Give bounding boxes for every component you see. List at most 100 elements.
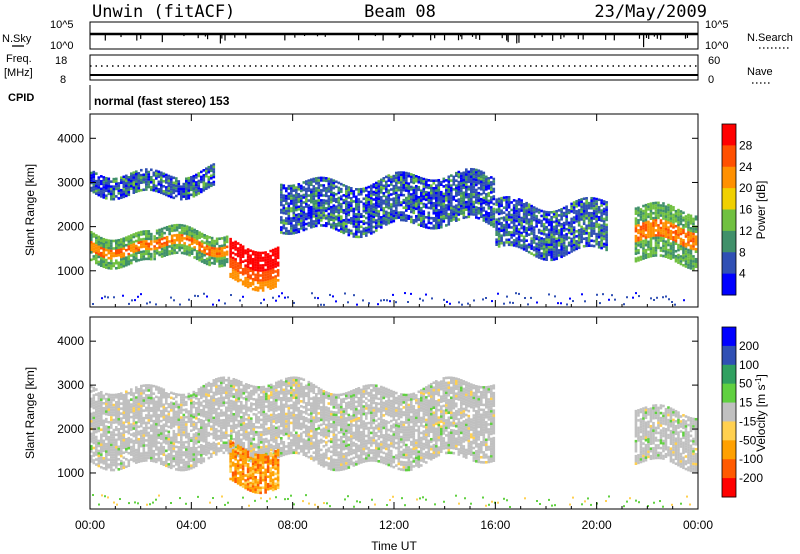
scatter-cell bbox=[585, 212, 588, 215]
scatter-cell bbox=[595, 242, 598, 246]
scatter-cell bbox=[637, 214, 640, 217]
scatter-cell bbox=[105, 397, 108, 401]
scatter-cell bbox=[300, 217, 303, 220]
scatter-cell bbox=[592, 239, 596, 243]
scatter-cell bbox=[90, 248, 93, 252]
scatter-cell bbox=[532, 253, 536, 257]
nsky-spikes bbox=[104, 34, 689, 48]
scatter-cell bbox=[195, 237, 199, 241]
scatter-cell bbox=[147, 237, 151, 241]
scatter-cell bbox=[105, 465, 108, 468]
scatter-cell bbox=[102, 250, 106, 254]
scatter-cell bbox=[490, 198, 493, 202]
scatter-cell bbox=[457, 208, 461, 211]
scatter-cell bbox=[231, 276, 235, 280]
scatter-cell bbox=[590, 239, 593, 243]
scatter-cell bbox=[637, 219, 640, 222]
scatter-cell bbox=[155, 403, 158, 406]
scatter-cell bbox=[485, 220, 488, 224]
scatter-cell bbox=[271, 253, 275, 257]
scatter-cell bbox=[183, 237, 186, 240]
scatter-cell bbox=[152, 186, 156, 190]
scatter-cell bbox=[582, 197, 586, 201]
scatter-cell bbox=[310, 205, 313, 209]
scatter-cell bbox=[532, 226, 536, 229]
scatter-cell bbox=[212, 175, 216, 179]
scatter-cell bbox=[140, 397, 143, 400]
scatter-cell bbox=[95, 428, 98, 431]
scatter-cell bbox=[115, 251, 118, 255]
scatter-cell bbox=[689, 219, 693, 223]
scatter-cell bbox=[137, 387, 141, 391]
scatter-cell bbox=[372, 183, 376, 186]
scatter-cell bbox=[682, 218, 685, 222]
scatter-cell bbox=[100, 195, 103, 198]
scatter-cell bbox=[582, 232, 586, 236]
scatter-cell bbox=[530, 212, 533, 215]
scatter-cell bbox=[407, 187, 411, 190]
scatter-cell bbox=[562, 236, 566, 240]
scatter-cell bbox=[112, 411, 116, 414]
scatter-cell bbox=[155, 408, 158, 411]
scatter-cell bbox=[664, 227, 668, 231]
scatter-cell bbox=[287, 232, 291, 235]
scatter-cell bbox=[256, 264, 260, 267]
scatter-cell bbox=[467, 208, 471, 211]
scatter-cell bbox=[679, 215, 683, 218]
scatter-cell bbox=[557, 241, 561, 245]
scatter-cell bbox=[92, 439, 96, 442]
scatter-cell bbox=[300, 194, 303, 198]
scatter-cell bbox=[95, 249, 98, 252]
scatter-cell bbox=[254, 278, 257, 282]
scatter-cell bbox=[187, 184, 191, 187]
scatter-cell bbox=[193, 233, 196, 237]
scatter-cell bbox=[375, 206, 378, 210]
scatter-cell bbox=[437, 218, 441, 222]
scatter-cell bbox=[465, 173, 468, 176]
scatter-cell bbox=[682, 246, 685, 250]
scatter-cell bbox=[165, 429, 168, 433]
scatter-cell bbox=[167, 435, 171, 439]
scatter-cell bbox=[532, 216, 536, 219]
colorbar-swatch bbox=[722, 124, 736, 146]
scatter-cell bbox=[112, 396, 116, 399]
scatter-cell bbox=[234, 265, 237, 269]
scatter-cell bbox=[241, 267, 245, 271]
scatter-cell bbox=[160, 183, 163, 187]
scatter-cell bbox=[370, 232, 373, 235]
scatter-cell bbox=[485, 180, 488, 184]
scatter-cell bbox=[256, 276, 260, 280]
ground-scatter-cell bbox=[134, 299, 136, 302]
scatter-cell bbox=[450, 186, 453, 190]
scatter-cell bbox=[335, 180, 338, 184]
scatter-cell bbox=[367, 208, 371, 211]
scatter-cell bbox=[572, 246, 576, 249]
scatter-cell bbox=[145, 245, 148, 248]
scatter-cell bbox=[397, 176, 401, 179]
nsky-tick-top: 10^5 bbox=[50, 19, 74, 31]
scatter-cell bbox=[405, 174, 408, 177]
scatter-cell bbox=[692, 240, 695, 243]
scatter-cell bbox=[310, 208, 313, 211]
scatter-cell bbox=[562, 249, 566, 252]
scatter-cell bbox=[130, 425, 133, 429]
scatter-cell bbox=[155, 187, 158, 190]
scatter-cell bbox=[642, 249, 645, 253]
scatter-cell bbox=[552, 230, 556, 234]
scatter-cell bbox=[562, 254, 566, 257]
scatter-cell bbox=[292, 204, 296, 207]
scatter-cell bbox=[527, 250, 531, 254]
scatter-cell bbox=[592, 214, 596, 218]
scatter-cell bbox=[694, 250, 698, 254]
scatter-cell bbox=[165, 409, 168, 413]
scatter-cell bbox=[565, 235, 568, 239]
scatter-cell bbox=[132, 459, 136, 463]
scatter-cell bbox=[337, 216, 341, 220]
scatter-cell bbox=[585, 237, 588, 240]
scatter-cell bbox=[407, 192, 411, 195]
scatter-cell bbox=[689, 257, 693, 260]
scatter-cell bbox=[120, 464, 123, 468]
scatter-cell bbox=[259, 266, 262, 270]
scatter-cell bbox=[662, 202, 665, 205]
scatter-cell bbox=[672, 231, 675, 234]
